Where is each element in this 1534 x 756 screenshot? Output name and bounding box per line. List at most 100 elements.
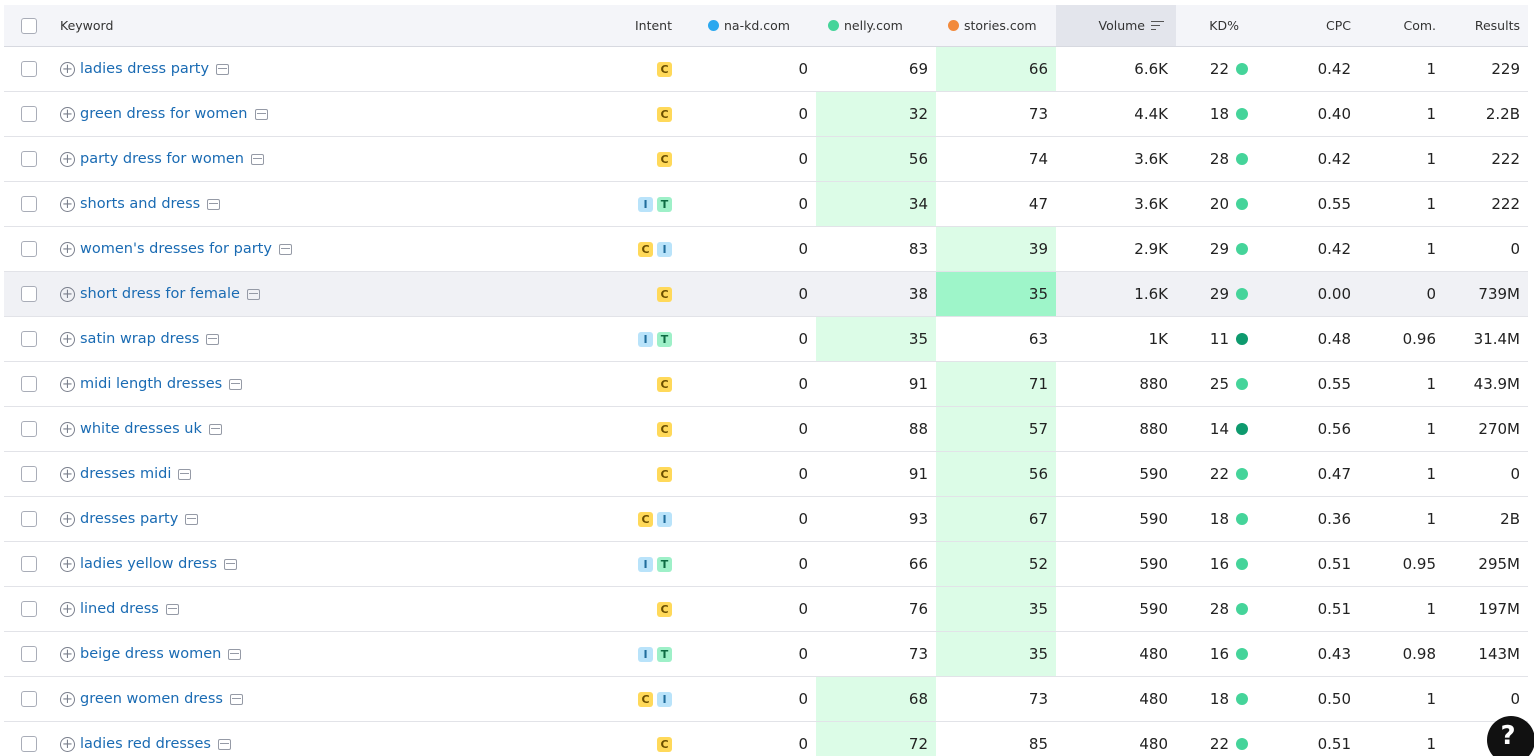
keyword-link[interactable]: white dresses uk xyxy=(80,421,202,437)
keyword-link[interactable]: ladies red dresses xyxy=(80,736,211,752)
stories-position[interactable]: 67 xyxy=(936,497,1056,541)
row-checkbox[interactable] xyxy=(21,376,37,392)
nelly-position[interactable]: 72 xyxy=(816,722,936,756)
nelly-position[interactable]: 76 xyxy=(908,600,928,618)
add-keyword-icon[interactable]: + xyxy=(60,601,75,617)
keyword-link[interactable]: shorts and dress xyxy=(80,196,201,212)
row-select-cell[interactable] xyxy=(19,272,39,316)
nakd-position[interactable]: 0 xyxy=(798,60,808,78)
row-checkbox[interactable] xyxy=(21,691,37,707)
add-keyword-icon[interactable]: + xyxy=(60,421,75,437)
serp-features-icon[interactable] xyxy=(208,423,222,435)
stories-position[interactable]: 71 xyxy=(936,362,1056,406)
stories-position[interactable]: 47 xyxy=(1028,195,1048,213)
add-keyword-icon[interactable]: + xyxy=(60,61,75,77)
add-keyword-icon[interactable]: + xyxy=(60,376,75,392)
serp-features-icon[interactable] xyxy=(254,108,268,120)
add-keyword-icon[interactable]: + xyxy=(60,151,75,167)
serp-features-icon[interactable] xyxy=(206,333,220,345)
keyword-link[interactable]: ladies yellow dress xyxy=(80,556,218,572)
keyword-link[interactable]: dresses party xyxy=(80,511,179,527)
row-select-cell[interactable] xyxy=(19,722,39,756)
row-select-cell[interactable] xyxy=(19,587,39,631)
serp-features-icon[interactable] xyxy=(278,243,292,255)
nelly-position[interactable]: 83 xyxy=(908,240,928,258)
add-keyword-icon[interactable]: + xyxy=(60,466,75,482)
keyword-link[interactable]: satin wrap dress xyxy=(80,331,200,347)
serp-features-icon[interactable] xyxy=(178,468,192,480)
keyword-link[interactable]: green dress for women xyxy=(80,106,248,122)
row-select-cell[interactable] xyxy=(19,182,39,226)
header-intent[interactable]: Intent xyxy=(572,5,672,46)
keyword-link[interactable]: beige dress women xyxy=(80,646,222,662)
serp-features-icon[interactable] xyxy=(229,378,243,390)
keyword-link[interactable]: lined dress xyxy=(80,601,159,617)
add-keyword-icon[interactable]: + xyxy=(60,691,75,707)
serp-features-icon[interactable] xyxy=(207,198,221,210)
serp-features-icon[interactable] xyxy=(224,558,238,570)
add-keyword-icon[interactable]: + xyxy=(60,241,75,257)
row-checkbox[interactable] xyxy=(21,196,37,212)
sort-descending-icon[interactable] xyxy=(1151,20,1164,31)
nakd-position[interactable]: 0 xyxy=(798,285,808,303)
keyword-link[interactable]: short dress for female xyxy=(80,286,240,302)
add-keyword-icon[interactable]: + xyxy=(60,511,75,527)
select-all-cell[interactable] xyxy=(19,5,39,46)
nakd-position[interactable]: 0 xyxy=(798,555,808,573)
header-keyword[interactable]: Keyword xyxy=(60,5,580,46)
nelly-position[interactable]: 73 xyxy=(908,645,928,663)
stories-position[interactable]: 63 xyxy=(1028,330,1048,348)
stories-position[interactable]: 35 xyxy=(936,632,1056,676)
nelly-position[interactable]: 34 xyxy=(816,182,936,226)
row-checkbox[interactable] xyxy=(21,736,37,752)
serp-features-icon[interactable] xyxy=(216,63,230,75)
keyword-link[interactable]: green women dress xyxy=(80,691,223,707)
serp-features-icon[interactable] xyxy=(250,153,264,165)
row-checkbox[interactable] xyxy=(21,151,37,167)
stories-position[interactable]: 74 xyxy=(1028,150,1048,168)
header-results[interactable]: Results xyxy=(1436,5,1520,46)
serp-features-icon[interactable] xyxy=(229,693,243,705)
nakd-position[interactable]: 0 xyxy=(798,600,808,618)
row-select-cell[interactable] xyxy=(19,452,39,496)
row-checkbox[interactable] xyxy=(21,286,37,302)
add-keyword-icon[interactable]: + xyxy=(60,286,75,302)
row-checkbox[interactable] xyxy=(21,331,37,347)
keyword-link[interactable]: women's dresses for party xyxy=(80,241,272,257)
select-all-checkbox[interactable] xyxy=(21,17,37,34)
stories-position[interactable]: 35 xyxy=(936,587,1056,631)
row-checkbox[interactable] xyxy=(21,466,37,482)
stories-position[interactable]: 35 xyxy=(936,272,1056,316)
add-keyword-icon[interactable]: + xyxy=(60,556,75,572)
nelly-position[interactable]: 69 xyxy=(908,60,928,78)
nelly-position[interactable]: 32 xyxy=(816,92,936,136)
row-select-cell[interactable] xyxy=(19,92,39,136)
header-domain-nakd[interactable]: na-kd.com xyxy=(696,5,816,46)
stories-position[interactable]: 66 xyxy=(936,47,1056,91)
nakd-position[interactable]: 0 xyxy=(798,690,808,708)
keyword-link[interactable]: dresses midi xyxy=(80,466,172,482)
nelly-position[interactable]: 38 xyxy=(908,285,928,303)
nakd-position[interactable]: 0 xyxy=(798,735,808,753)
stories-position[interactable]: 73 xyxy=(1028,105,1048,123)
row-select-cell[interactable] xyxy=(19,362,39,406)
row-checkbox[interactable] xyxy=(21,646,37,662)
row-select-cell[interactable] xyxy=(19,137,39,181)
row-checkbox[interactable] xyxy=(21,241,37,257)
nelly-position[interactable]: 56 xyxy=(816,137,936,181)
serp-features-icon[interactable] xyxy=(246,288,260,300)
nakd-position[interactable]: 0 xyxy=(798,375,808,393)
header-volume[interactable]: Volume xyxy=(1056,5,1176,46)
row-select-cell[interactable] xyxy=(19,632,39,676)
serp-features-icon[interactable] xyxy=(228,648,242,660)
serp-features-icon[interactable] xyxy=(165,603,179,615)
row-select-cell[interactable] xyxy=(19,227,39,271)
stories-position[interactable]: 52 xyxy=(936,542,1056,586)
nakd-position[interactable]: 0 xyxy=(798,195,808,213)
serp-features-icon[interactable] xyxy=(185,513,199,525)
add-keyword-icon[interactable]: + xyxy=(60,331,75,347)
row-select-cell[interactable] xyxy=(19,497,39,541)
serp-features-icon[interactable] xyxy=(217,738,231,750)
nakd-position[interactable]: 0 xyxy=(798,420,808,438)
row-checkbox[interactable] xyxy=(21,421,37,437)
